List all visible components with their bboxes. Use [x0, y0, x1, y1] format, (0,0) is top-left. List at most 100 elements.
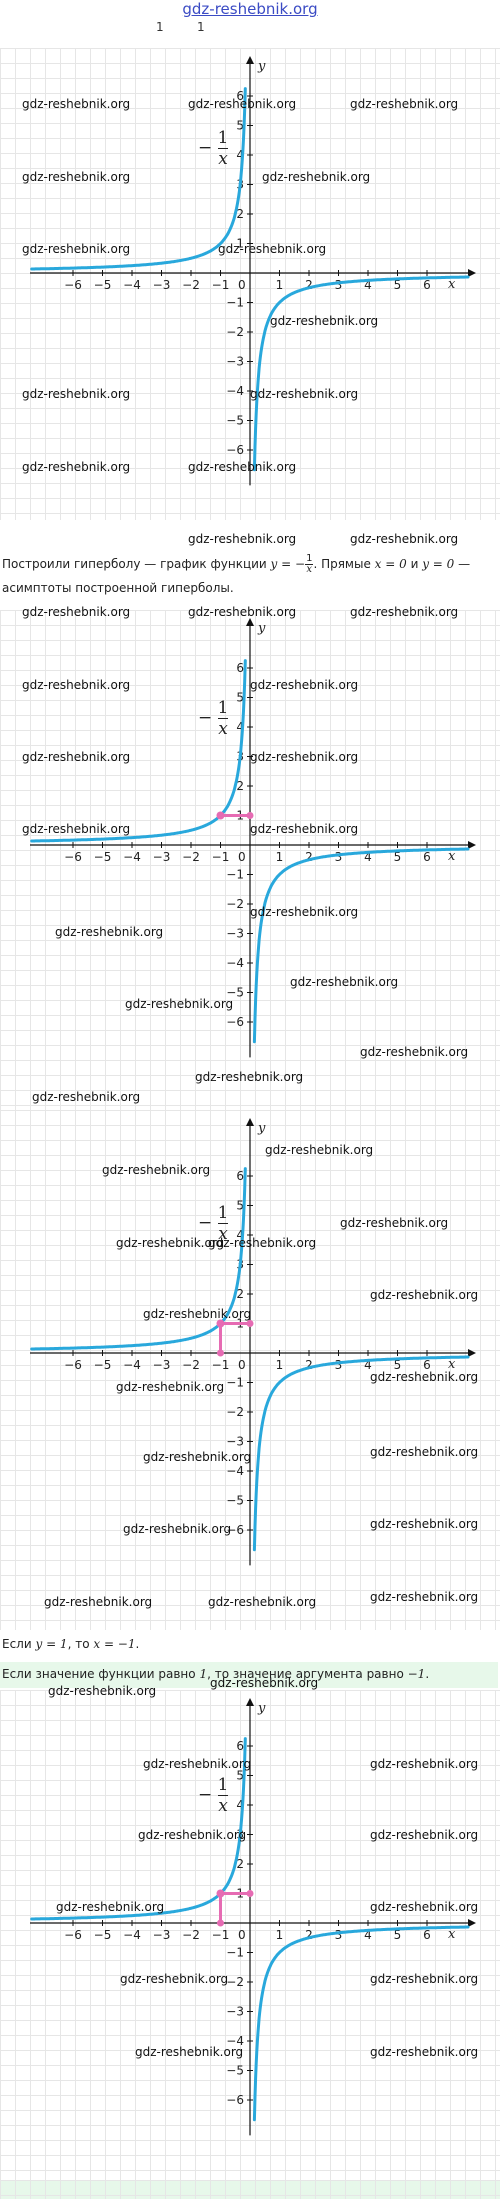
watermark-text: gdz-reshebnik.org [265, 1143, 374, 1157]
watermark-text: gdz-reshebnik.org [188, 605, 297, 619]
hyperbola-branch-right [252, 1355, 470, 1552]
watermark-text: gdz-reshebnik.org [116, 1380, 225, 1394]
y-tick-label: 1 [236, 237, 244, 251]
watermark-text: gdz-reshebnik.org [22, 678, 131, 692]
y-axis-arrow [246, 1118, 254, 1126]
watermark-text: gdz-reshebnik.org [22, 822, 131, 836]
y-tick-label: −5 [226, 414, 244, 428]
watermark-text: gdz-reshebnik.org [250, 387, 359, 401]
watermark-text: gdz-reshebnik.org [250, 822, 359, 836]
x-tick-label: 4 [364, 278, 372, 292]
x-axis-label: x [448, 1357, 456, 1372]
x-tick-label: 3 [335, 850, 343, 864]
y-tick-label: −6 [226, 1523, 244, 1537]
highlight-point [216, 1319, 225, 1328]
watermark-text: gdz-reshebnik.org [218, 242, 327, 256]
y-tick-label: −1 [226, 296, 244, 310]
x-tick-label: 1 [276, 1358, 284, 1372]
watermark-text: gdz-reshebnik.org [22, 170, 131, 184]
watermark-text: gdz-reshebnik.org [120, 1972, 229, 1986]
x-tick-label: 5 [394, 278, 402, 292]
watermark-text: gdz-reshebnik.org [250, 678, 359, 692]
watermark-text: gdz-reshebnik.org [370, 1288, 479, 1302]
x-tick-label: −4 [123, 850, 141, 864]
watermark-text: gdz-reshebnik.org [370, 1517, 479, 1531]
x-tick-label: −1 [212, 1928, 230, 1942]
graph-panel-4: −6−5−4−3−2−1123456654321−1−2−3−4−5−6xy0 … [0, 1690, 500, 2180]
y-tick-label: −3 [226, 2005, 244, 2019]
x-tick-label: −5 [94, 850, 112, 864]
watermark-text: gdz-reshebnik.org [370, 1757, 479, 1771]
y-tick-label: −2 [226, 1405, 244, 1419]
y-tick-label: −3 [226, 927, 244, 941]
y-tick-label: −5 [226, 2064, 244, 2078]
x-tick-label: 6 [423, 1358, 431, 1372]
x-tick-label: −4 [123, 278, 141, 292]
x-tick-label: −6 [64, 278, 82, 292]
x-tick-label: 1 [276, 850, 284, 864]
x-axis-label: x [448, 1927, 456, 1942]
watermark-text: gdz-reshebnik.org [123, 1522, 232, 1536]
watermark-text: gdz-reshebnik.org [370, 1370, 479, 1384]
x-tick-label: −4 [123, 1358, 141, 1372]
y-tick-label: −4 [226, 384, 244, 398]
highlight-point-y-axis [246, 1320, 254, 1327]
y-tick-label: −3 [226, 355, 244, 369]
y-tick-label: −6 [226, 2093, 244, 2107]
y-tick-label: 6 [236, 1169, 244, 1183]
y-tick-label: 4 [236, 148, 244, 162]
watermark-text: gdz-reshebnik.org [143, 1307, 252, 1321]
x-tick-label: 4 [364, 1928, 372, 1942]
y-tick-label: −3 [226, 1435, 244, 1449]
watermark-text: gdz-reshebnik.org [48, 1684, 157, 1698]
watermark-text: gdz-reshebnik.org [350, 97, 459, 111]
x-tick-label: −5 [94, 1928, 112, 1942]
highlight-point-y-axis [246, 812, 254, 819]
origin-label: 0 [238, 1358, 246, 1372]
y-tick-label: −5 [226, 1494, 244, 1508]
watermark-text: gdz-reshebnik.org [270, 314, 379, 328]
x-tick-label: 1 [276, 278, 284, 292]
x-tick-label: 5 [394, 850, 402, 864]
watermark-text: gdz-reshebnik.org [188, 460, 297, 474]
watermark-text: gdz-reshebnik.org [102, 1163, 211, 1177]
y-tick-label: −4 [226, 956, 244, 970]
x-tick-label: −6 [64, 850, 82, 864]
x-axis-label: x [448, 277, 456, 292]
text-hyperbola-built: Построили гиперболу — график функции y =… [0, 552, 498, 608]
x-tick-label: −3 [153, 278, 171, 292]
hyperbola-branch-left [30, 87, 247, 271]
watermark-text: gdz-reshebnik.org [262, 170, 371, 184]
watermark-text: gdz-reshebnik.org [44, 1595, 153, 1609]
y-tick-label: 5 [236, 691, 244, 705]
y-axis-label: y [257, 59, 266, 74]
site-link[interactable]: gdz-reshebnik.org [182, 0, 318, 18]
watermark-text: gdz-reshebnik.org [22, 605, 131, 619]
y-tick-label: 6 [236, 661, 244, 675]
x-tick-label: −1 [212, 850, 230, 864]
y-tick-label: −4 [226, 1464, 244, 1478]
x-axis-arrow [468, 1919, 476, 1927]
x-tick-label: 3 [335, 278, 343, 292]
x-tick-label: 2 [305, 1358, 313, 1372]
y-tick-label: 2 [236, 1287, 244, 1301]
y-tick-label: −1 [226, 1376, 244, 1390]
watermark-text: gdz-reshebnik.org [22, 750, 131, 764]
y-tick-label: −6 [226, 1015, 244, 1029]
y-tick-label: −1 [226, 1946, 244, 1960]
hyperbola-branch-right [252, 275, 470, 472]
y-tick-label: −6 [226, 443, 244, 457]
x-tick-label: −5 [94, 1358, 112, 1372]
highlight-point [216, 1889, 225, 1898]
watermark-text: gdz-reshebnik.org [22, 242, 131, 256]
watermark-text: gdz-reshebnik.org [56, 1900, 165, 1914]
watermark-text: gdz-reshebnik.org [370, 1972, 479, 1986]
origin-label: 0 [238, 850, 246, 864]
watermark-text: gdz-reshebnik.org [250, 905, 359, 919]
watermark-text: gdz-reshebnik.org [116, 1236, 225, 1250]
